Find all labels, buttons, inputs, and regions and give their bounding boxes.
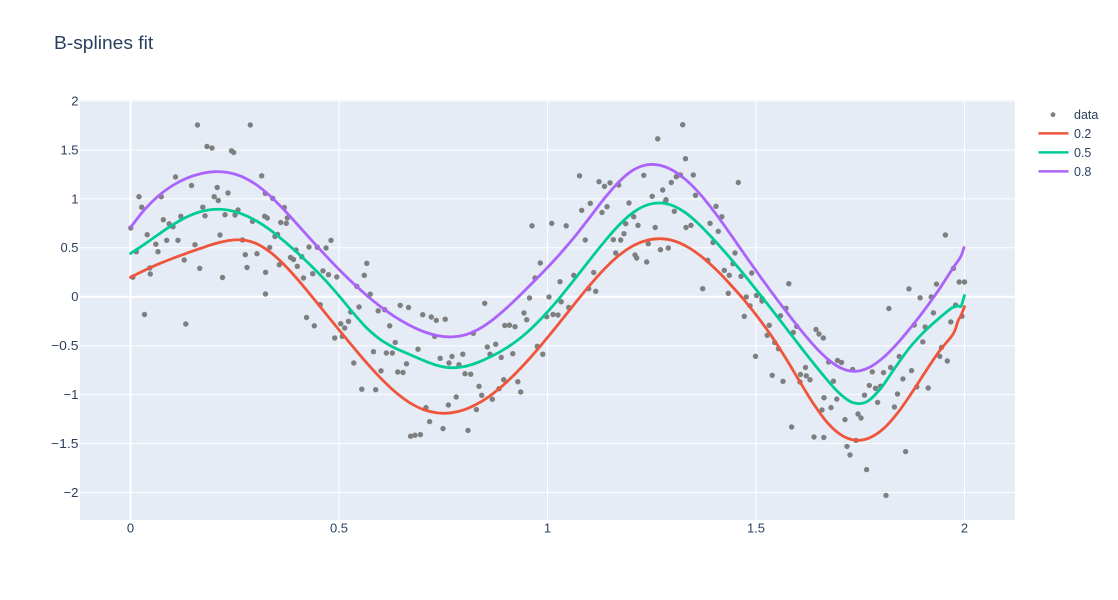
svg-text:0: 0 xyxy=(71,289,78,304)
svg-text:1.5: 1.5 xyxy=(747,521,765,536)
svg-text:0.5: 0.5 xyxy=(1074,146,1091,160)
svg-text:0.8: 0.8 xyxy=(1074,165,1091,179)
svg-text:0.2: 0.2 xyxy=(1074,127,1091,141)
svg-text:−1: −1 xyxy=(64,387,79,402)
svg-text:data: data xyxy=(1074,108,1098,122)
svg-text:2: 2 xyxy=(961,521,968,536)
svg-text:0: 0 xyxy=(127,521,134,536)
svg-text:1: 1 xyxy=(544,521,551,536)
svg-text:0.5: 0.5 xyxy=(61,240,79,255)
svg-text:−0.5: −0.5 xyxy=(51,338,79,353)
svg-text:−2: −2 xyxy=(64,485,79,500)
svg-text:B-splines fit: B-splines fit xyxy=(54,32,153,53)
svg-text:2: 2 xyxy=(71,93,78,108)
svg-text:1.5: 1.5 xyxy=(61,142,79,157)
svg-text:−1.5: −1.5 xyxy=(51,436,79,451)
svg-text:0.5: 0.5 xyxy=(330,521,348,536)
svg-text:1: 1 xyxy=(71,191,78,206)
